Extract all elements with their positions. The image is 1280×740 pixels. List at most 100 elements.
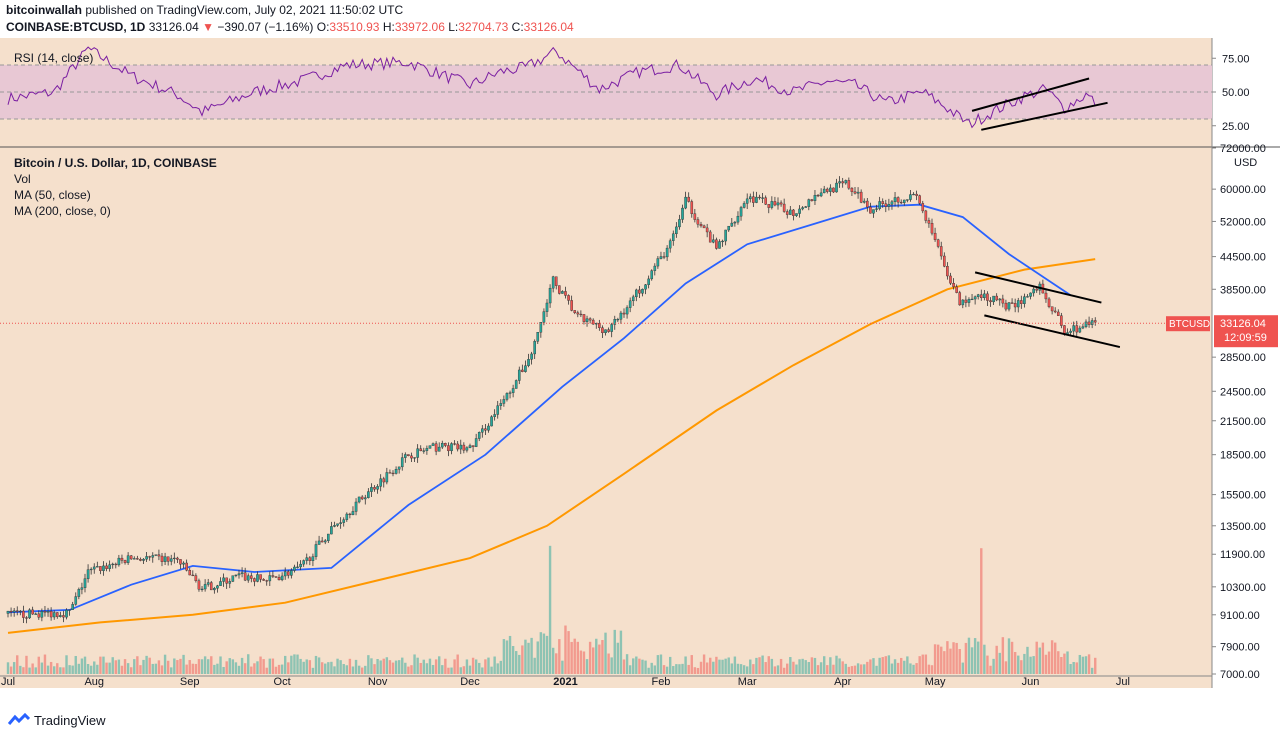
volume-bar bbox=[151, 663, 154, 674]
tradingview-logo-icon[interactable] bbox=[8, 712, 30, 728]
candle bbox=[533, 341, 536, 355]
candle bbox=[179, 559, 182, 565]
candle bbox=[933, 232, 937, 240]
volume-bar bbox=[324, 663, 327, 674]
candle bbox=[536, 332, 540, 342]
price-tick-4: 38500.00 bbox=[1220, 284, 1266, 296]
volume-bar bbox=[709, 657, 712, 674]
candle bbox=[136, 558, 139, 560]
volume-bar bbox=[733, 656, 737, 674]
legend-vol: Vol bbox=[14, 172, 31, 186]
candle bbox=[126, 555, 130, 563]
volume-bar bbox=[912, 664, 915, 674]
volume-bar bbox=[438, 656, 441, 674]
volume-bar bbox=[182, 654, 185, 674]
candle bbox=[363, 497, 367, 500]
candle bbox=[1004, 302, 1008, 310]
down-arrow-icon: ▼ bbox=[202, 20, 214, 34]
volume-bar bbox=[46, 665, 50, 674]
candle bbox=[1084, 321, 1088, 327]
volume-bar bbox=[545, 635, 549, 674]
candle bbox=[243, 572, 247, 581]
candle bbox=[92, 566, 96, 570]
volume-bar bbox=[1017, 655, 1020, 674]
volume-bar bbox=[243, 663, 247, 674]
volume-bar bbox=[367, 655, 370, 674]
candle bbox=[382, 478, 386, 483]
candle bbox=[1063, 325, 1066, 335]
candle bbox=[644, 284, 647, 290]
volume-bar bbox=[542, 633, 546, 674]
volume-bar bbox=[721, 659, 724, 674]
volume-bar bbox=[28, 667, 31, 674]
candle bbox=[825, 188, 829, 192]
candle bbox=[514, 380, 518, 389]
volume-bar bbox=[893, 659, 897, 674]
candle bbox=[357, 496, 361, 503]
volume-bar bbox=[619, 630, 623, 674]
volume-bar bbox=[496, 663, 499, 674]
candle bbox=[659, 256, 663, 259]
volume-bar bbox=[564, 625, 567, 674]
volume-bar bbox=[524, 639, 527, 674]
volume-bar bbox=[330, 661, 333, 674]
high-value: 33972.06 bbox=[394, 20, 445, 34]
volume-bar bbox=[6, 662, 10, 674]
candle bbox=[481, 428, 484, 433]
channel-line-3 bbox=[981, 101, 1108, 131]
volume-bar bbox=[872, 658, 875, 674]
candle bbox=[807, 199, 811, 207]
candle bbox=[582, 314, 586, 322]
volume-bar bbox=[884, 656, 887, 674]
candle bbox=[1060, 315, 1063, 326]
volume-bar bbox=[1087, 654, 1091, 674]
candle bbox=[1081, 326, 1085, 329]
candle bbox=[400, 457, 404, 468]
volume-bar bbox=[742, 665, 746, 674]
volume-bar bbox=[311, 667, 315, 674]
volume-bar bbox=[767, 656, 770, 674]
chart-canvas[interactable]: 75.00 50.00 25.00 72000.00 60000.00 52000.00 4… bbox=[0, 38, 1280, 688]
volume-bar bbox=[237, 665, 241, 674]
candle bbox=[256, 574, 259, 582]
volume-bar bbox=[478, 662, 481, 674]
volume-bar bbox=[1013, 651, 1017, 674]
candle bbox=[407, 454, 410, 457]
volume-bar bbox=[924, 654, 928, 674]
volume-bar bbox=[579, 650, 583, 674]
candle bbox=[1075, 325, 1079, 333]
volume-bar bbox=[601, 640, 604, 674]
candle bbox=[585, 318, 589, 322]
ma50-line bbox=[7, 203, 1072, 614]
price-tick-8: 21500.00 bbox=[1220, 416, 1266, 428]
volume-bar bbox=[170, 667, 173, 674]
price-change: −390.07 (−1.16%) bbox=[217, 20, 314, 34]
candle bbox=[388, 472, 392, 474]
candle bbox=[558, 285, 561, 294]
candle bbox=[1078, 327, 1082, 333]
volume-bar bbox=[548, 545, 552, 674]
volume-bar bbox=[650, 662, 653, 674]
volume-bar bbox=[83, 656, 87, 674]
candle bbox=[216, 585, 219, 589]
volume-bar bbox=[197, 659, 201, 674]
author-name[interactable]: bitcoinwallah bbox=[6, 3, 83, 17]
candle bbox=[129, 555, 133, 560]
volume-bar bbox=[669, 656, 672, 674]
candle bbox=[576, 312, 580, 315]
volume-bar bbox=[68, 665, 71, 674]
candle bbox=[431, 443, 435, 446]
volume-bar bbox=[176, 660, 179, 674]
volume-bar bbox=[752, 664, 755, 674]
volume-bar bbox=[37, 656, 40, 674]
price-axis: 75.00 50.00 25.00 72000.00 60000.00 52000.00 4… bbox=[0, 53, 1278, 688]
candle bbox=[915, 193, 918, 196]
volume-bar bbox=[160, 665, 164, 674]
footer-brand[interactable]: TradingView bbox=[34, 712, 106, 728]
time-tick-4: Nov bbox=[368, 676, 388, 688]
candle bbox=[102, 565, 105, 571]
volume-bar bbox=[114, 660, 117, 674]
symbol-label[interactable]: COINBASE:BTCUSD, 1D bbox=[6, 20, 146, 34]
candle bbox=[795, 213, 798, 216]
candle bbox=[816, 194, 820, 197]
